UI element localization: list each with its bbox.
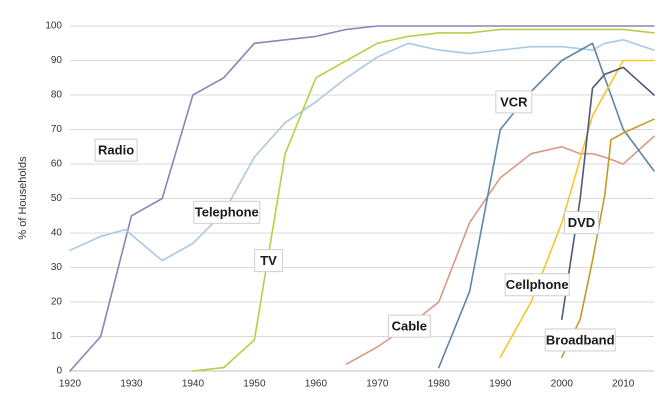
radio-label-box bbox=[94, 138, 138, 162]
series-lines bbox=[69, 25, 655, 372]
x-tick-label: 2000 bbox=[551, 379, 574, 390]
broadband-label: Broadband bbox=[544, 328, 616, 352]
y-tick-label: 80 bbox=[51, 90, 63, 101]
y-tick-label: 10 bbox=[51, 331, 63, 342]
tv-label: TV bbox=[254, 249, 284, 273]
y-tick-label: 30 bbox=[51, 262, 63, 273]
cellphone-label-box bbox=[504, 273, 570, 297]
cable-label-text: Cable bbox=[392, 319, 427, 334]
x-tick-label: 1960 bbox=[305, 379, 328, 390]
y-tick-label: 0 bbox=[56, 366, 62, 377]
radio-line bbox=[69, 25, 655, 372]
broadband-label-box bbox=[544, 328, 616, 352]
telephone-label-box bbox=[193, 200, 261, 224]
y-tick-label: 50 bbox=[51, 193, 63, 204]
y-tick-label: 70 bbox=[51, 124, 63, 135]
tv-label-text: TV bbox=[260, 253, 277, 268]
y-tick-label: 40 bbox=[51, 228, 63, 239]
x-tick-label: 1990 bbox=[489, 379, 512, 390]
x-tick-label: 1940 bbox=[182, 379, 205, 390]
x-tick-label: 1970 bbox=[366, 379, 389, 390]
vcr-label: VCR bbox=[495, 90, 533, 114]
dvd-label-box bbox=[563, 211, 599, 235]
cable-label: Cable bbox=[387, 314, 431, 338]
broadband-label-text: Broadband bbox=[546, 332, 615, 347]
x-tick-label: 1920 bbox=[59, 379, 82, 390]
dvd-line bbox=[561, 66, 655, 321]
x-tick-label: 1980 bbox=[428, 379, 451, 390]
cellphone-label-text: Cellphone bbox=[506, 277, 569, 292]
vcr-label-box bbox=[495, 90, 533, 114]
telephone-label: Telephone bbox=[193, 200, 261, 224]
radio-label-text: Radio bbox=[98, 143, 134, 158]
y-tick-label: 20 bbox=[51, 297, 63, 308]
radio-label: Radio bbox=[94, 138, 138, 162]
tv-line bbox=[192, 28, 655, 372]
x-tick-label: 2010 bbox=[612, 379, 635, 390]
series-labels: Radio Telephone TV VCR Cable Cellphone DVD Broa… bbox=[94, 90, 616, 352]
cable-label-box bbox=[387, 314, 431, 338]
y-tick-label: 90 bbox=[51, 55, 63, 66]
cellphone-label: Cellphone bbox=[504, 273, 570, 297]
telephone-label-text: Telephone bbox=[195, 205, 259, 220]
x-tick-labels: 1920 1930 1940 1950 1960 1970 1980 1990 2000 2010 bbox=[59, 379, 635, 390]
y-tick-labels: 0 10 20 30 40 50 60 70 80 90 100 bbox=[45, 21, 62, 377]
vcr-label-text: VCR bbox=[500, 94, 528, 109]
cellphone-line bbox=[499, 59, 655, 358]
y-axis-label: % of Households bbox=[17, 156, 29, 240]
x-tick-label: 1950 bbox=[243, 379, 266, 390]
y-tick-label: 60 bbox=[51, 159, 63, 170]
y-tick-label: 100 bbox=[45, 21, 62, 32]
tv-label-box bbox=[254, 249, 284, 273]
vcr-line bbox=[438, 42, 655, 369]
x-tick-label: 1930 bbox=[120, 379, 143, 390]
dvd-label: DVD bbox=[563, 211, 599, 235]
broadband-line bbox=[561, 118, 655, 358]
dvd-label-text: DVD bbox=[568, 215, 595, 230]
